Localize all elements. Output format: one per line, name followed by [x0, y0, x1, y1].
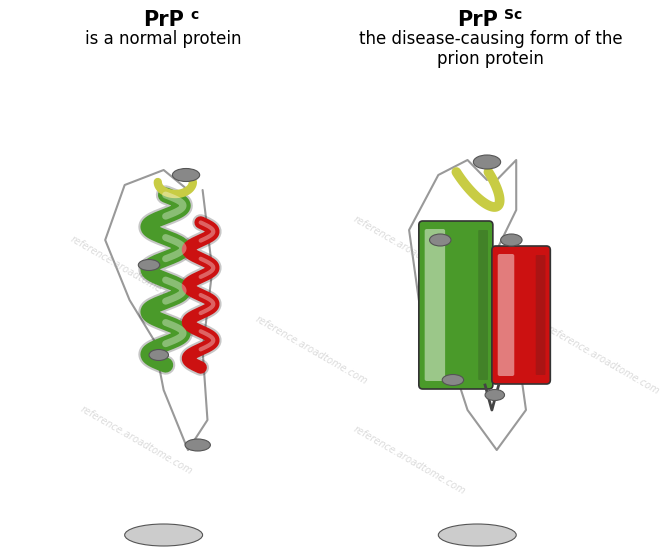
Text: is a normal protein: is a normal protein [85, 30, 242, 48]
Text: reference.aroadtome.com: reference.aroadtome.com [69, 234, 184, 306]
Text: PrP: PrP [457, 10, 498, 30]
Text: reference.aroadtome.com: reference.aroadtome.com [546, 324, 662, 396]
Ellipse shape [173, 169, 200, 181]
Text: reference.aroadtome.com: reference.aroadtome.com [254, 314, 370, 386]
Ellipse shape [125, 524, 202, 546]
FancyBboxPatch shape [536, 255, 546, 375]
Ellipse shape [442, 375, 464, 385]
Text: Sc: Sc [503, 8, 522, 22]
Ellipse shape [149, 349, 169, 361]
Text: c: c [190, 8, 198, 22]
Ellipse shape [485, 390, 505, 400]
Ellipse shape [185, 439, 210, 451]
Ellipse shape [438, 524, 516, 546]
Text: reference.aroadtome.com: reference.aroadtome.com [351, 214, 467, 286]
Text: reference.aroadtome.com: reference.aroadtome.com [79, 404, 194, 476]
Ellipse shape [138, 259, 160, 270]
FancyBboxPatch shape [478, 230, 488, 380]
FancyBboxPatch shape [498, 254, 514, 376]
FancyBboxPatch shape [425, 229, 445, 381]
Text: reference.aroadtome.com: reference.aroadtome.com [351, 424, 467, 496]
Ellipse shape [473, 155, 501, 169]
Ellipse shape [501, 234, 522, 246]
Text: PrP: PrP [143, 10, 184, 30]
FancyBboxPatch shape [492, 246, 550, 384]
Ellipse shape [429, 234, 451, 246]
FancyBboxPatch shape [419, 221, 493, 389]
Text: the disease-causing form of the: the disease-causing form of the [359, 30, 623, 48]
Text: prion protein: prion protein [437, 50, 544, 68]
